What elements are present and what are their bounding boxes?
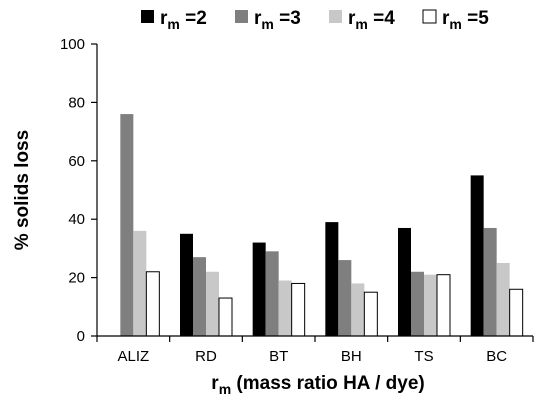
legend-label-sub: m	[355, 16, 367, 32]
legend-label: rm =5	[442, 8, 489, 32]
legend-label-main: r	[442, 8, 450, 29]
bar	[338, 260, 352, 336]
legend-item: rm =5	[422, 8, 489, 32]
y-axis: 0 20 40 60 80 100	[60, 36, 98, 345]
bar	[470, 175, 484, 336]
bar	[436, 274, 451, 337]
x-tick-label: ALIZ	[117, 348, 149, 365]
bar	[351, 283, 365, 336]
bar	[278, 280, 292, 336]
legend-swatch	[235, 10, 248, 23]
legend-label-suffix: =4	[368, 8, 395, 29]
x-axis-title: rm (mass ratio HA / dye)	[211, 373, 424, 397]
y-tick-label: 20	[68, 270, 85, 287]
legend-label-main: r	[254, 8, 262, 29]
bar	[291, 282, 306, 337]
legend-swatch	[141, 10, 154, 23]
bar	[363, 291, 378, 337]
x-axis-title-main: r	[211, 373, 219, 394]
legend-label: rm =3	[254, 8, 301, 32]
legend-label: rm =2	[160, 8, 207, 32]
bar	[120, 114, 134, 336]
legend: rm =2 rm =3 rm =4 rm =5	[141, 8, 489, 32]
bar	[218, 297, 233, 337]
bar	[206, 271, 219, 336]
bar	[424, 274, 437, 336]
legend-item: rm =3	[235, 8, 301, 32]
legend-label-sub: m	[261, 16, 273, 32]
x-tick-label: BT	[269, 348, 288, 365]
y-tick-label: 0	[77, 328, 85, 345]
legend-label-suffix: =3	[274, 8, 301, 29]
legend-item: rm =4	[329, 8, 395, 32]
y-tick-label: 60	[68, 153, 85, 170]
x-axis-title-suffix: (mass ratio HA / dye)	[231, 373, 425, 394]
legend-label-suffix: =5	[462, 8, 489, 29]
x-axis-title-sub: m	[219, 381, 231, 397]
legend-label-sub: m	[449, 16, 461, 32]
bar	[496, 263, 510, 336]
bar	[398, 227, 411, 336]
legend-swatch	[329, 10, 342, 23]
legend-label-main: r	[160, 8, 168, 29]
legend-label-suffix: =2	[180, 8, 207, 29]
bar	[252, 242, 266, 336]
y-tick-label: 40	[68, 211, 85, 228]
y-tick-label: 100	[60, 36, 85, 53]
x-tick-label: RD	[195, 348, 217, 365]
legend-label-main: r	[348, 8, 356, 29]
y-tick-label: 80	[68, 94, 85, 111]
x-tick-label: TS	[414, 348, 433, 365]
legend-item: rm =2	[141, 8, 207, 32]
legend-label: rm =4	[348, 8, 395, 32]
legend-label-sub: m	[167, 16, 179, 32]
bar	[265, 251, 279, 336]
bar	[509, 288, 524, 337]
bar	[193, 257, 206, 336]
x-axis: ALIZ RD BT BH TS BC	[96, 335, 534, 365]
bar	[411, 271, 424, 336]
bar	[145, 271, 160, 337]
x-tick-label: BC	[486, 348, 507, 365]
bar	[483, 227, 497, 336]
x-tick-label: BH	[341, 348, 362, 365]
y-axis-title: % solids loss	[12, 130, 33, 250]
bar	[133, 230, 147, 336]
bar	[325, 222, 339, 336]
bar	[180, 233, 193, 336]
legend-swatch	[422, 9, 437, 24]
bars	[120, 114, 524, 337]
